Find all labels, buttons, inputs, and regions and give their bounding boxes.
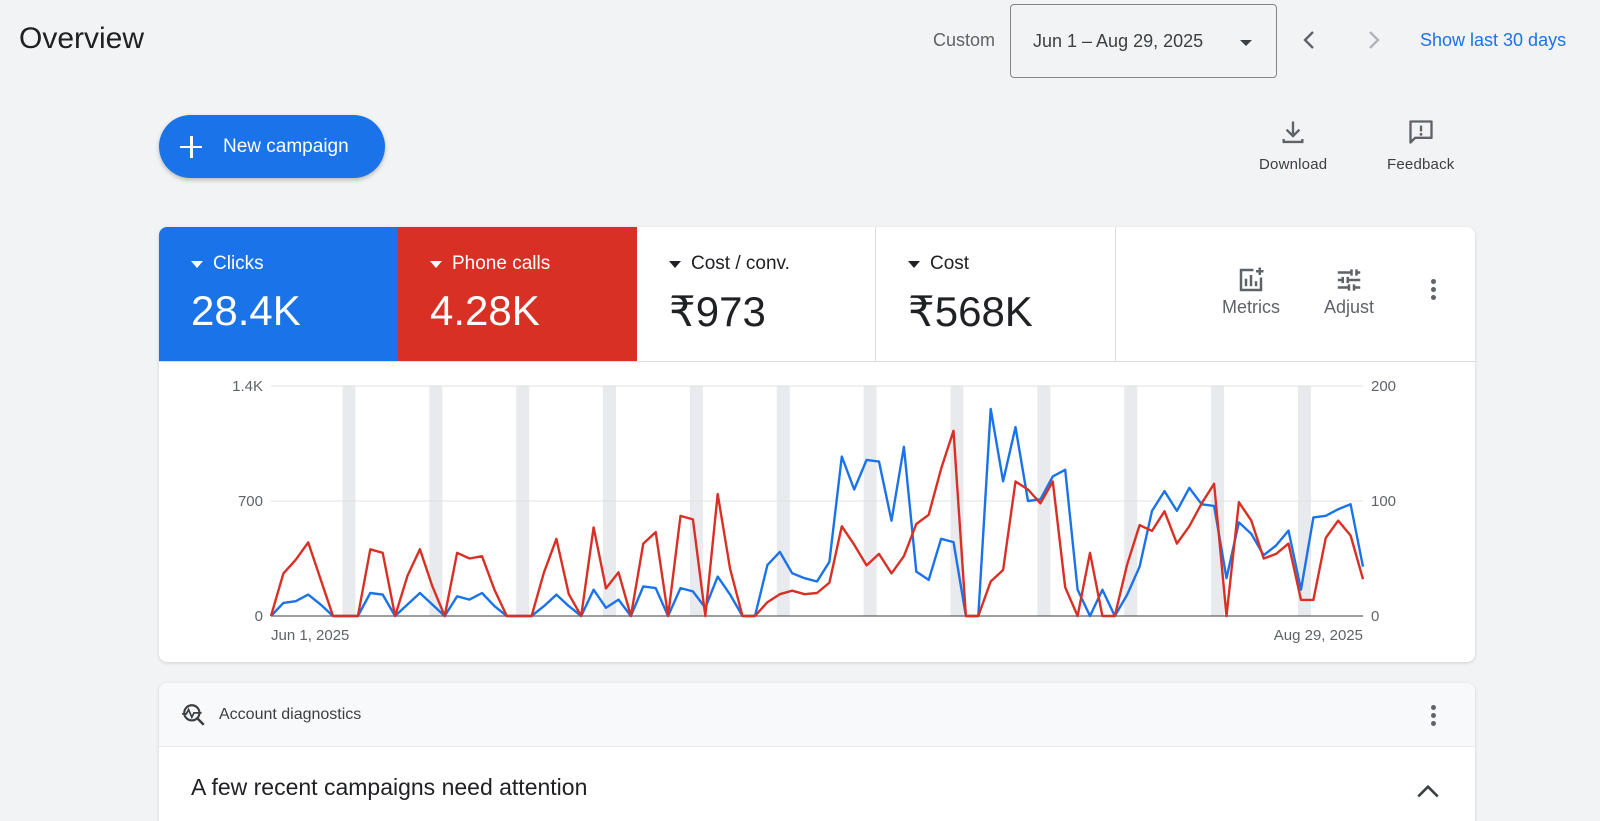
adjust-button[interactable]: Adjust (1324, 265, 1374, 318)
metric-name: Cost / conv. (691, 253, 790, 274)
previous-period-button[interactable] (1294, 24, 1326, 56)
chevron-up-icon[interactable] (1415, 778, 1441, 804)
download-button[interactable]: Download (1259, 118, 1327, 173)
diagnostics-title: A few recent campaigns need attention (191, 774, 588, 800)
plus-icon (179, 135, 203, 159)
right-axis-tick-label: 200 (1371, 378, 1396, 395)
page-title: Overview (19, 22, 145, 55)
metric-name: Cost (930, 253, 970, 274)
metric-name: Clicks (213, 253, 264, 274)
dropdown-caret-icon (1240, 40, 1252, 46)
date-range-value: Jun 1 – Aug 29, 2025 (1033, 30, 1204, 51)
show-last-30-days-link[interactable]: Show last 30 days (1420, 30, 1567, 50)
more-options-icon[interactable] (1421, 277, 1445, 301)
left-axis-tick-label: 0 (255, 608, 263, 625)
performance-chart-card: Clicks 28.4K Phone calls 4.28K Cost / co… (159, 227, 1475, 662)
account-diagnostics-label: Account diagnostics (219, 705, 362, 723)
feedback-button[interactable]: Feedback (1387, 118, 1454, 173)
diagnostics-icon (182, 703, 205, 726)
x-axis-end-label: Aug 29, 2025 (1274, 627, 1363, 644)
date-range-label: Custom (933, 30, 996, 50)
chevron-left-icon (1303, 31, 1314, 49)
chevron-right-icon (1369, 31, 1380, 49)
add-chart-icon (1239, 267, 1264, 292)
dropdown-caret-icon (191, 260, 203, 268)
metric-tile-cost[interactable]: Cost ₹568K (876, 227, 1116, 361)
x-axis-start-label: Jun 1, 2025 (271, 627, 349, 644)
feedback-label: Feedback (1387, 156, 1455, 173)
date-range-select[interactable]: Jun 1 – Aug 29, 2025 (1010, 4, 1277, 78)
clicks-series-line (270, 407, 1365, 618)
left-axis-tick-label: 700 (238, 493, 263, 510)
download-label: Download (1259, 156, 1328, 173)
metrics-label: Metrics (1222, 297, 1280, 317)
right-axis-tick-label: 100 (1371, 493, 1396, 510)
metric-tile-clicks[interactable]: Clicks 28.4K (159, 227, 398, 361)
dropdown-caret-icon (430, 260, 442, 268)
metric-tile-cost-per-conv[interactable]: Cost / conv. ₹973 (637, 227, 876, 361)
metric-value: 4.28K (430, 287, 540, 334)
dropdown-caret-icon (669, 260, 681, 268)
dropdown-caret-icon (908, 260, 920, 268)
tune-icon (1337, 269, 1361, 291)
new-campaign-button[interactable]: New campaign (159, 115, 385, 178)
right-axis-tick-label: 0 (1371, 608, 1379, 625)
feedback-icon (1409, 120, 1433, 144)
left-axis-tick-label: 1.4K (232, 378, 263, 395)
adjust-label: Adjust (1324, 297, 1375, 317)
metric-value: ₹973 (669, 288, 766, 335)
divider (159, 361, 1475, 362)
metric-value: ₹568K (908, 288, 1033, 335)
metric-value: 28.4K (191, 287, 301, 334)
performance-line-chart: 0 0 700 100 1.4K 200 Jun 1, 2025 Aug 29, 2025 (232, 378, 1396, 644)
account-diagnostics-card: Account diagnostics A few recent campaig… (159, 683, 1475, 821)
diagnostics-more-options-icon[interactable] (1421, 703, 1445, 727)
next-period-button[interactable] (1357, 24, 1389, 56)
new-campaign-label: New campaign (223, 135, 349, 157)
phone-calls-series-line (269, 429, 1365, 618)
metric-name: Phone calls (452, 253, 551, 274)
metric-tile-phone-calls[interactable]: Phone calls 4.28K (398, 227, 637, 361)
metrics-button[interactable]: Metrics (1222, 265, 1280, 318)
download-icon (1282, 121, 1304, 144)
